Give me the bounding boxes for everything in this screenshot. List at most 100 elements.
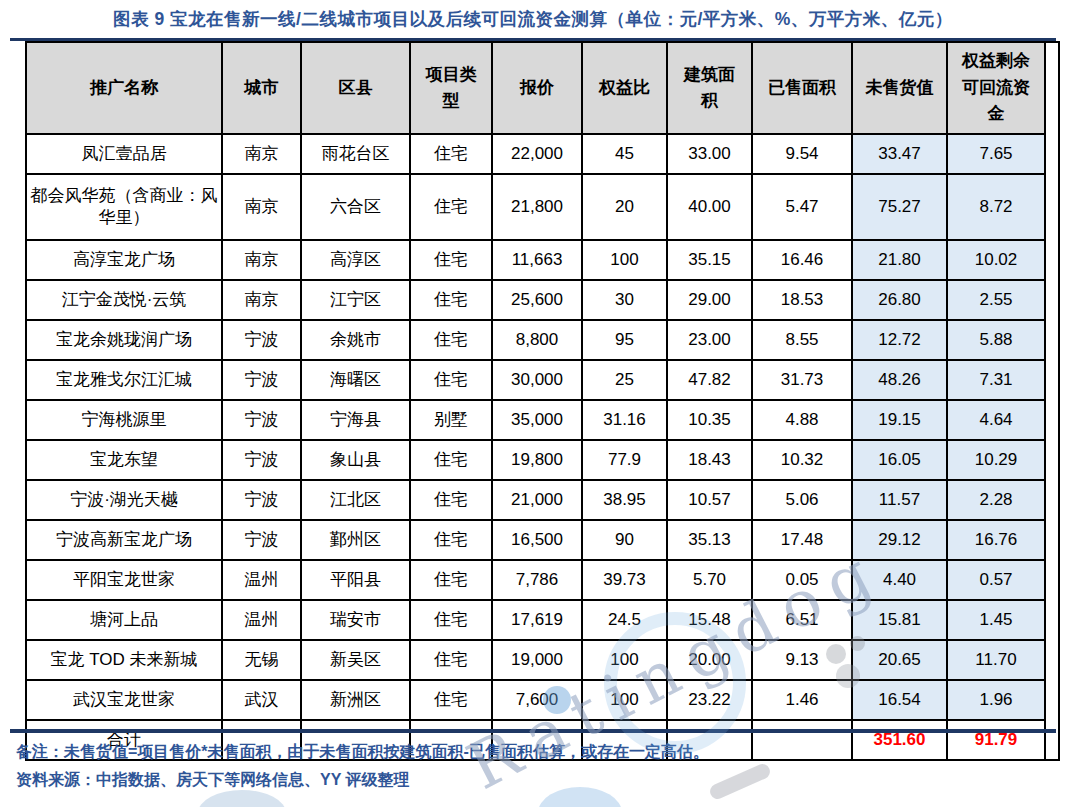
column-header: 未售货值 xyxy=(852,42,947,134)
cell: 高淳区 xyxy=(301,240,410,280)
cell: 77.9 xyxy=(582,440,667,480)
cell: 宁波 xyxy=(222,320,301,360)
cell: 33.00 xyxy=(667,134,752,174)
cell: 5.88 xyxy=(947,320,1045,360)
cell: 4.64 xyxy=(947,400,1045,440)
cell: 18.53 xyxy=(752,280,852,320)
cell: 16.46 xyxy=(752,240,852,280)
cell: 47.82 xyxy=(667,360,752,400)
cell: 2.55 xyxy=(947,280,1045,320)
cell: 南京 xyxy=(222,280,301,320)
cell: 凤汇壹品居 xyxy=(26,134,222,174)
cell: 100 xyxy=(582,680,667,720)
cell: 90 xyxy=(582,520,667,560)
cell: 10.29 xyxy=(947,440,1045,480)
cell: 7,600 xyxy=(492,680,582,720)
table-row: 宝龙雅戈尔江汇城宁波海曙区住宅30,0002547.8231.7348.267.… xyxy=(26,360,1045,400)
cell: 新吴区 xyxy=(301,640,410,680)
cell: 海曙区 xyxy=(301,360,410,400)
cell: 南京 xyxy=(222,174,301,240)
cell: 宝龙余姚珑润广场 xyxy=(26,320,222,360)
cell: 宁波 xyxy=(222,360,301,400)
cell: 瑞安市 xyxy=(301,600,410,640)
cell: 23.00 xyxy=(667,320,752,360)
cell: 19,800 xyxy=(492,440,582,480)
cell: 17,619 xyxy=(492,600,582,640)
figure-title: 图表 9 宝龙在售新一线/二线城市项目以及后续可回流资金测算（单位：元/平方米、… xyxy=(0,7,1066,31)
cell: 16.76 xyxy=(947,520,1045,560)
cell: 100 xyxy=(582,640,667,680)
cell: 宁波 xyxy=(222,440,301,480)
cell: 21.80 xyxy=(852,240,947,280)
total-cell xyxy=(752,720,852,760)
table-row: 武汉宝龙世家武汉新洲区住宅7,60010023.221.4616.541.96 xyxy=(26,680,1045,720)
cell: 11.70 xyxy=(947,640,1045,680)
cell: 40.00 xyxy=(667,174,752,240)
report-figure-page: 图表 9 宝龙在售新一线/二线城市项目以及后续可回流资金测算（单位：元/平方米、… xyxy=(0,0,1066,807)
watermark-blob xyxy=(538,787,622,807)
cell: 6.51 xyxy=(752,600,852,640)
cell: 15.81 xyxy=(852,600,947,640)
cell: 塘河上品 xyxy=(26,600,222,640)
cell: 18.43 xyxy=(667,440,752,480)
cell: 33.47 xyxy=(852,134,947,174)
cell: 11.57 xyxy=(852,480,947,520)
cell: 20.00 xyxy=(667,640,752,680)
cell: 住宅 xyxy=(410,174,492,240)
cell: 75.27 xyxy=(852,174,947,240)
cell: 31.16 xyxy=(582,400,667,440)
cell: 22,000 xyxy=(492,134,582,174)
cell: 住宅 xyxy=(410,134,492,174)
cell: 宁海桃源里 xyxy=(26,400,222,440)
cell: 45 xyxy=(582,134,667,174)
cell: 7.31 xyxy=(947,360,1045,400)
cell: 宁波高新宝龙广场 xyxy=(26,520,222,560)
table-row: 都会风华苑（含商业：风华里）南京六合区住宅21,8002040.005.4775… xyxy=(26,174,1045,240)
cell: 住宅 xyxy=(410,280,492,320)
column-header: 权益剩余可回流资金 xyxy=(947,42,1045,134)
cell: 20 xyxy=(582,174,667,240)
cell: 15.48 xyxy=(667,600,752,640)
cell: 38.95 xyxy=(582,480,667,520)
cell: 17.48 xyxy=(752,520,852,560)
column-header: 权益比 xyxy=(582,42,667,134)
cell: 温州 xyxy=(222,600,301,640)
cell: 宝龙东望 xyxy=(26,440,222,480)
header-row: 推广名称城市区县项目类型报价权益比建筑面积已售面积未售货值权益剩余可回流资金 xyxy=(26,42,1045,134)
table-row: 塘河上品温州瑞安市住宅17,61924.515.486.5115.811.45 xyxy=(26,600,1045,640)
cell: 住宅 xyxy=(410,320,492,360)
cell: 25,600 xyxy=(492,280,582,320)
cell: 35,000 xyxy=(492,400,582,440)
cell: 10.02 xyxy=(947,240,1045,280)
cell: 29.12 xyxy=(852,520,947,560)
total-cell: 351.60 xyxy=(852,720,947,760)
cell: 12.72 xyxy=(852,320,947,360)
cell: 住宅 xyxy=(410,440,492,480)
cell: 11,663 xyxy=(492,240,582,280)
cell: 48.26 xyxy=(852,360,947,400)
cell: 1.96 xyxy=(947,680,1045,720)
cell: 7.65 xyxy=(947,134,1045,174)
cell: 23.22 xyxy=(667,680,752,720)
projects-table-wrap: 推广名称城市区县项目类型报价权益比建筑面积已售面积未售货值权益剩余可回流资金 凤… xyxy=(25,41,1060,761)
cell: 35.13 xyxy=(667,520,752,560)
cell: 鄞州区 xyxy=(301,520,410,560)
cell: 平阳县 xyxy=(301,560,410,600)
cell: 别墅 xyxy=(410,400,492,440)
cell: 24.5 xyxy=(582,600,667,640)
cell: 武汉宝龙世家 xyxy=(26,680,222,720)
cell: 宁波 xyxy=(222,520,301,560)
cell: 江宁区 xyxy=(301,280,410,320)
cell: 30 xyxy=(582,280,667,320)
cell: 9.13 xyxy=(752,640,852,680)
bottom-divider xyxy=(10,729,1056,733)
cell: 江北区 xyxy=(301,480,410,520)
cell: 1.45 xyxy=(947,600,1045,640)
cell: 20.65 xyxy=(852,640,947,680)
cell: 宁波 xyxy=(222,400,301,440)
cell: 新洲区 xyxy=(301,680,410,720)
cell: 1.46 xyxy=(752,680,852,720)
column-header: 已售面积 xyxy=(752,42,852,134)
cell: 10.32 xyxy=(752,440,852,480)
table-row: 宝龙余姚珑润广场宁波余姚市住宅8,8009523.008.5512.725.88 xyxy=(26,320,1045,360)
